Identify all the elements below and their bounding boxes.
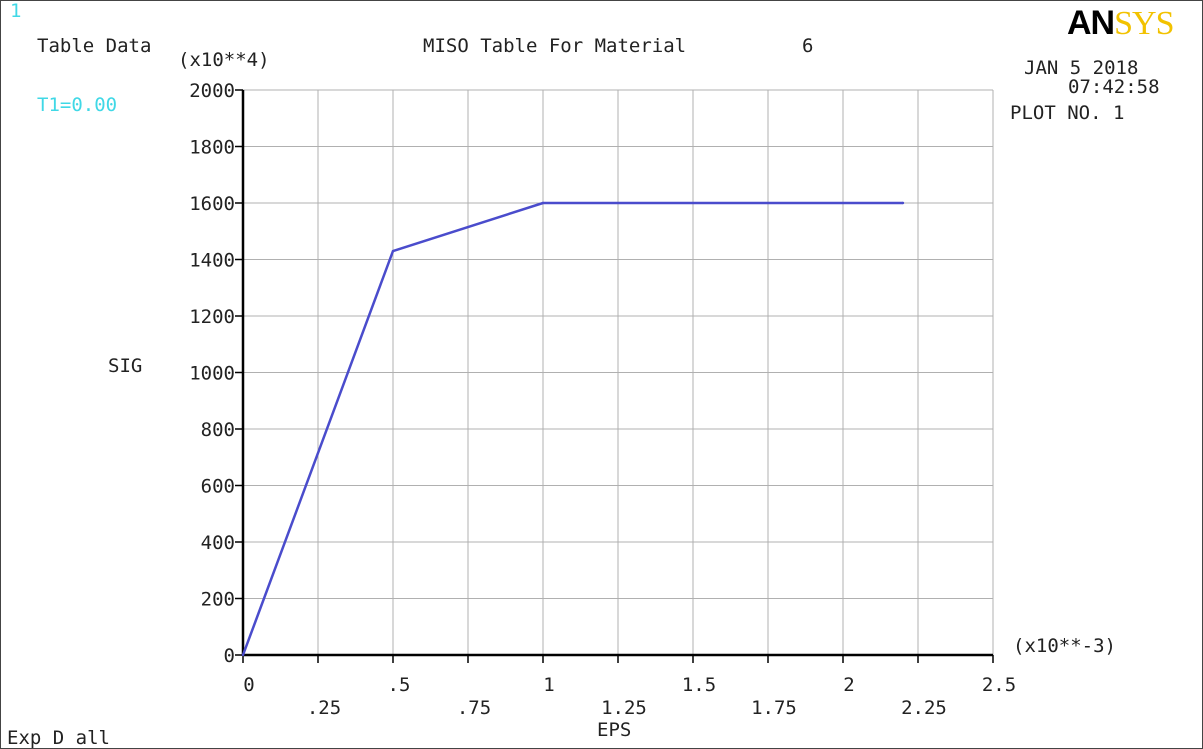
x-tick-label-lower: 1.25 — [601, 697, 647, 719]
x-tick-label-upper: 2.5 — [982, 674, 1016, 696]
x-tick-label-upper: 1 — [543, 674, 554, 696]
y-tick-label: 600 — [201, 476, 235, 498]
x-axis-label: EPS — [597, 719, 632, 741]
material-number: 6 — [802, 35, 814, 57]
x-tick-label-upper: .5 — [388, 674, 411, 696]
y-tick-label: 800 — [201, 419, 235, 441]
y-tick-label: 2000 — [189, 80, 235, 102]
x-tick-label-upper: 2 — [843, 674, 854, 696]
y-tick-label: 1600 — [189, 193, 235, 215]
x-tick-label-lower: .75 — [457, 697, 491, 719]
series-layer — [241, 201, 905, 657]
axes — [235, 89, 994, 663]
data-point — [541, 201, 545, 205]
data-point — [391, 249, 395, 253]
table-data-label: Table Data — [37, 35, 152, 57]
y-tick-label: 1800 — [189, 137, 235, 159]
plot-date: JAN 5 2018 — [1024, 57, 1139, 79]
grid-lines — [243, 89, 994, 655]
temperature-label: T1=0.00 — [37, 94, 118, 116]
expand-label: Exp D all — [7, 727, 110, 749]
plot-number: PLOT NO. 1 — [1010, 102, 1125, 124]
y-tick-label: 0 — [224, 645, 235, 667]
y-tick-label: 1000 — [189, 363, 235, 385]
ansys-logo: ANSYS — [1067, 4, 1174, 42]
y-tick-label: 400 — [201, 532, 235, 554]
x-tick-label-lower: 1.75 — [751, 697, 797, 719]
series-line — [241, 201, 903, 656]
data-point — [901, 201, 905, 205]
plot-time: 07:42:58 — [1068, 76, 1160, 98]
x-tick-label-lower: 2.25 — [901, 697, 947, 719]
y-tick-label: 1400 — [189, 250, 235, 272]
x-multiplier-label: (x10**-3) — [1013, 635, 1116, 657]
y-multiplier-label: (x10**4) — [178, 49, 270, 71]
y-tick-label: 1200 — [189, 306, 235, 328]
plot-title: MISO Table For Material — [423, 35, 687, 57]
tick-labels: 0 200 400 600 800 1000 1200 1400 1600 1800 2000 0 .5… — [189, 80, 1016, 719]
x-tick-label-lower: .25 — [307, 697, 341, 719]
data-point — [241, 653, 245, 657]
x-tick-label-upper: 1.5 — [682, 674, 716, 696]
y-axis-label: SIG — [108, 355, 143, 377]
x-tick-label-upper: 0 — [243, 674, 254, 696]
window-number: 1 — [10, 0, 22, 22]
y-tick-label: 200 — [201, 589, 235, 611]
